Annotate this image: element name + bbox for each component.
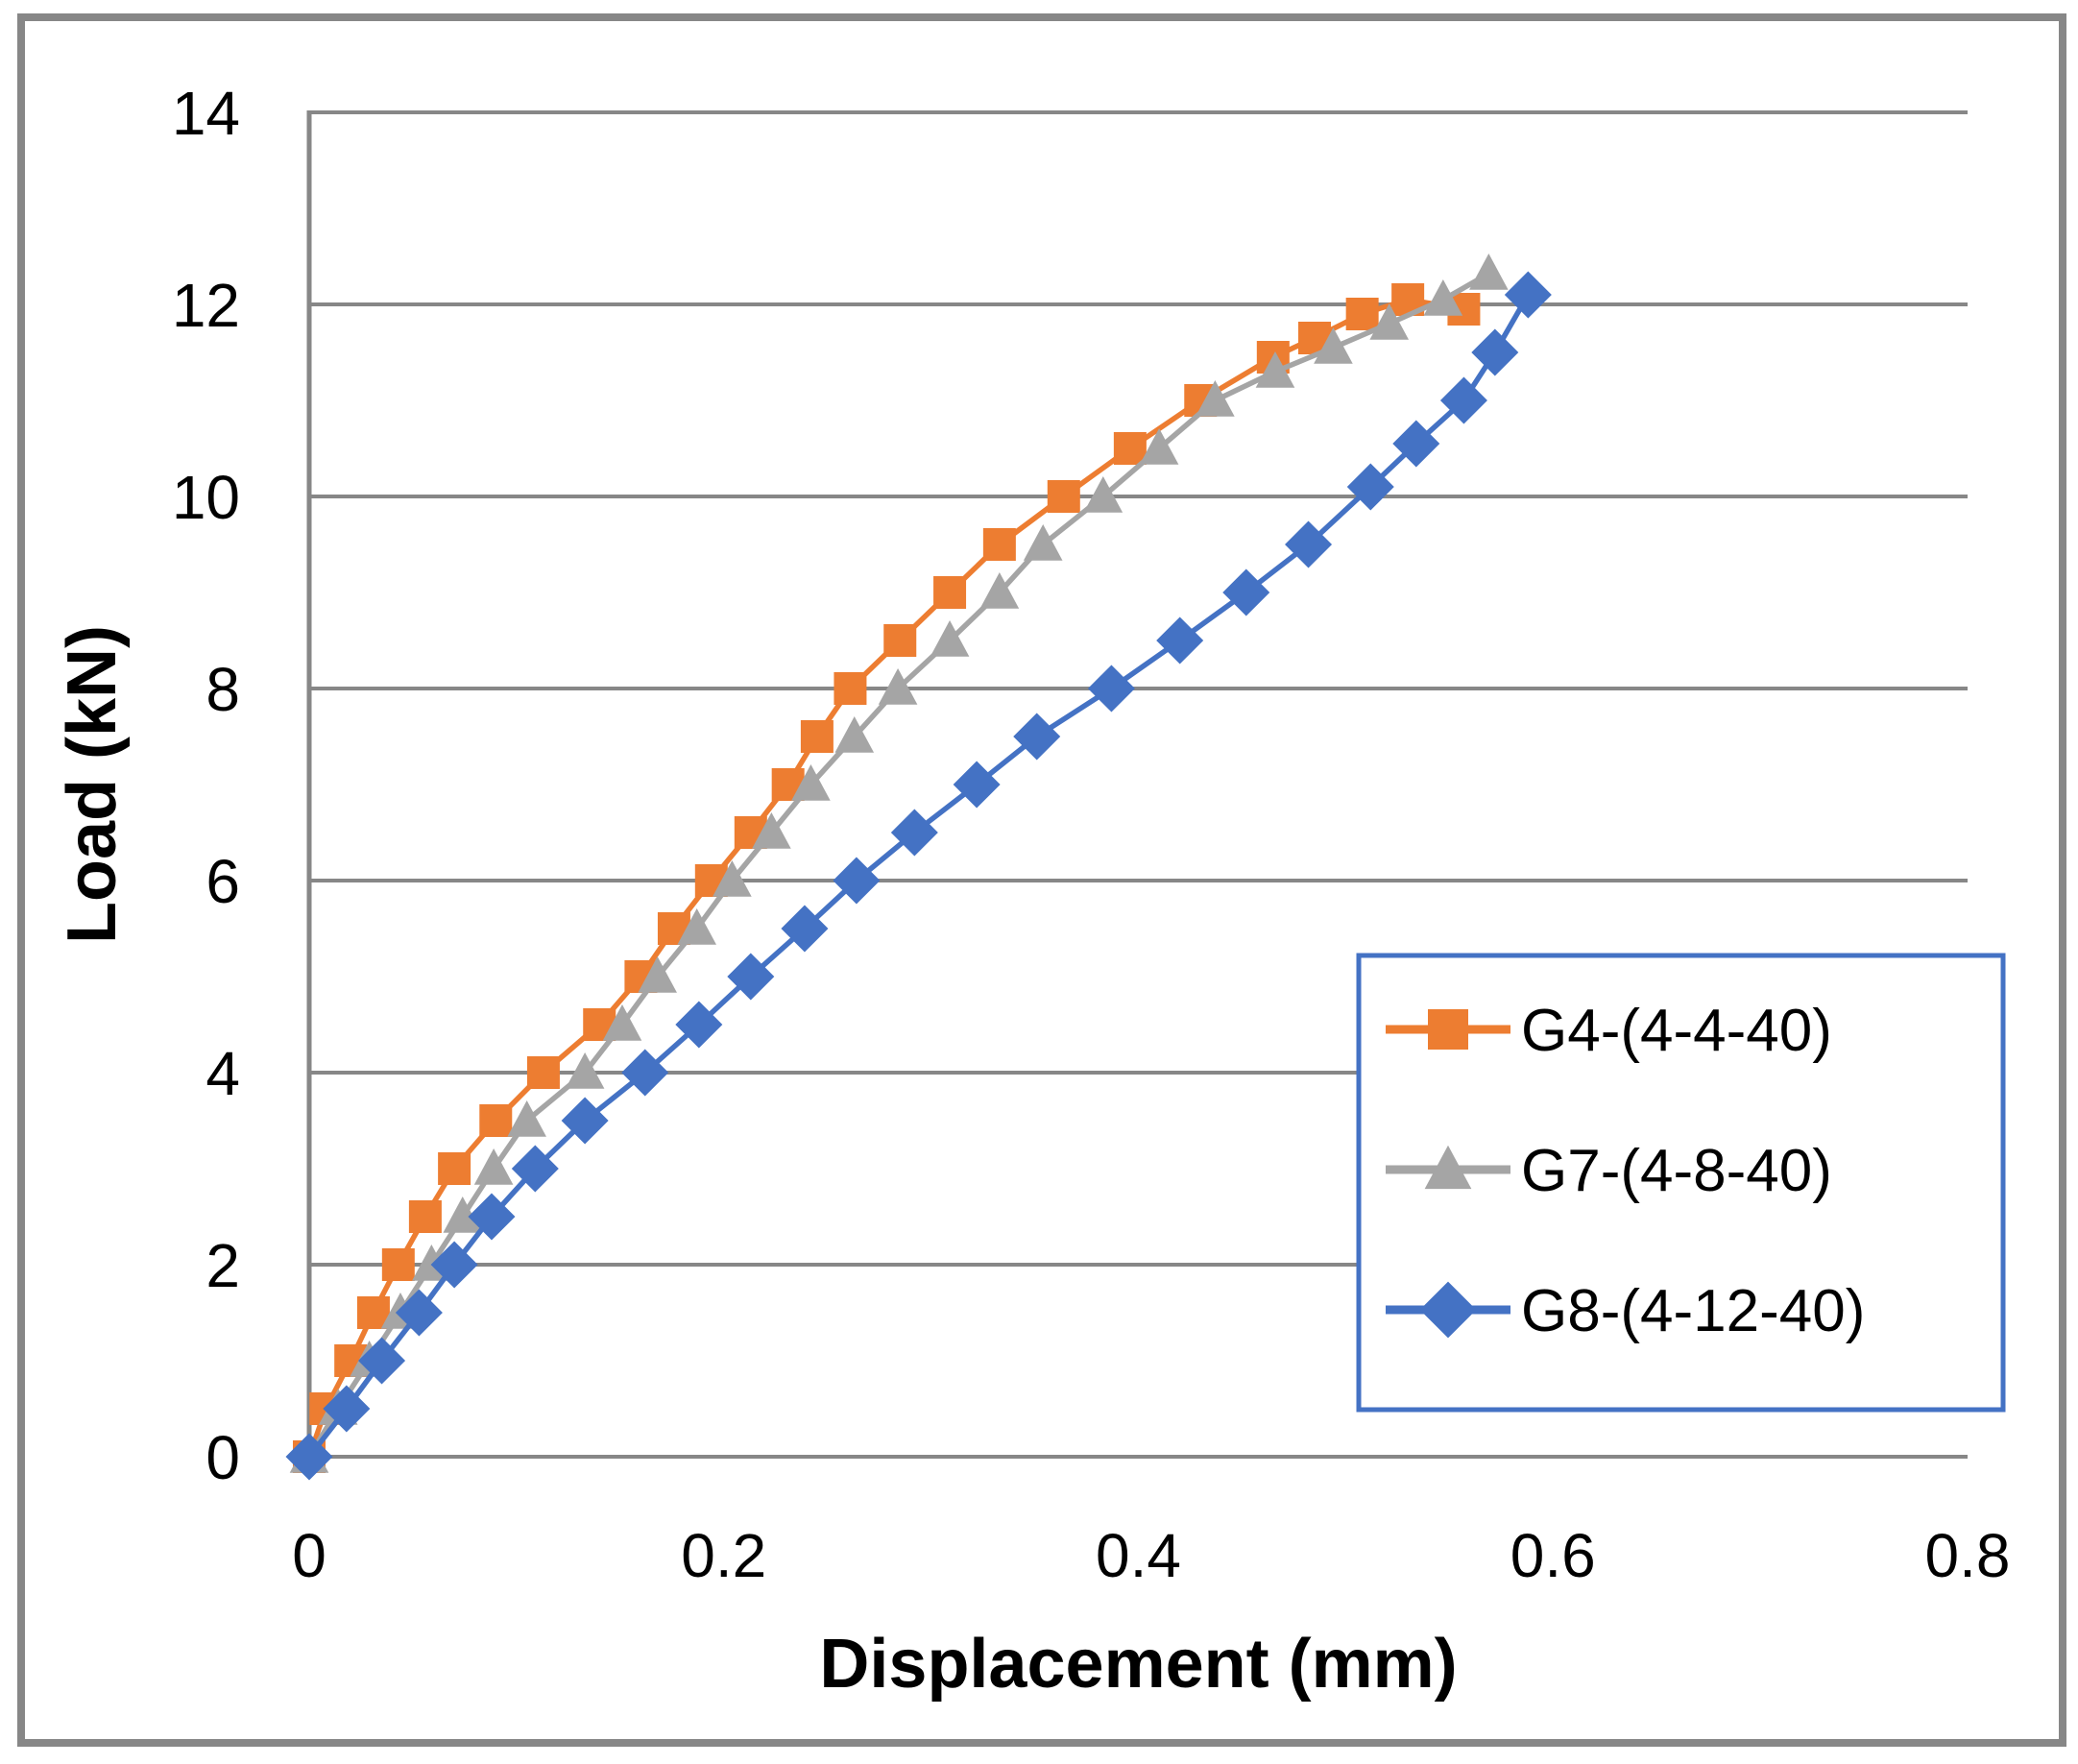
series-marker-G8-(4-12-40) (833, 857, 881, 905)
series-marker-G4-(4-4-40) (800, 720, 834, 753)
x-tick-label-0: 0 (292, 1521, 326, 1590)
series-marker-G8-(4-12-40) (1013, 713, 1061, 761)
figure-border (17, 13, 2066, 1747)
series-marker-G7-(4-8-40) (1023, 524, 1063, 561)
series-marker-G7-(4-8-40) (878, 668, 918, 705)
x-tick-label-0.8: 0.8 (1925, 1521, 2011, 1590)
legend-marker-G7-(4-8-40) (1424, 1145, 1472, 1190)
series-marker-G8-(4-12-40) (1439, 376, 1487, 424)
series-marker-G8-(4-12-40) (1392, 420, 1440, 468)
y-tick-label-14: 14 (172, 79, 240, 148)
series-marker-G8-(4-12-40) (323, 1385, 371, 1433)
legend-label-G4-(4-4-40): G4-(4-4-40) (1521, 998, 1832, 1064)
legend-label-G8-(4-12-40): G8-(4-12-40) (1521, 1278, 1865, 1344)
y-tick-label-2: 2 (205, 1231, 240, 1300)
series-marker-G7-(4-8-40) (834, 716, 875, 753)
series-marker-G7-(4-8-40) (1139, 428, 1179, 465)
series-marker-G8-(4-12-40) (358, 1337, 406, 1385)
series-marker-G8-(4-12-40) (1346, 463, 1394, 511)
y-tick-label-0: 0 (205, 1423, 240, 1492)
series-marker-G8-(4-12-40) (621, 1049, 669, 1097)
series-line-G8-(4-12-40) (306, 292, 1532, 1460)
y-tick-label-12: 12 (172, 271, 240, 340)
series-marker-G8-(4-12-40) (1087, 665, 1135, 713)
series-marker-G8-(4-12-40) (285, 1433, 333, 1481)
series-line-G7-(4-8-40) (306, 271, 1492, 1460)
series-marker-G7-(4-8-40) (1314, 327, 1353, 364)
y-tick-label-6: 6 (205, 847, 240, 916)
series-marker-G4-(4-4-40) (933, 576, 967, 609)
series-marker-G8-(4-12-40) (561, 1097, 609, 1145)
series-marker-G7-(4-8-40) (443, 1196, 483, 1233)
series-marker-G8-(4-12-40) (675, 1001, 723, 1049)
series-marker-G8-(4-12-40) (1156, 616, 1204, 665)
series-marker-G4-(4-4-40) (883, 624, 917, 657)
series-marker-G7-(4-8-40) (1469, 254, 1509, 290)
series-marker-G8-(4-12-40) (727, 953, 775, 1001)
series-marker-G4-(4-4-40) (479, 1104, 513, 1137)
y-axis-title: Load (kN) (54, 625, 131, 944)
series-marker-G4-(4-4-40) (1113, 432, 1147, 465)
x-tick-label-0.6: 0.6 (1510, 1521, 1596, 1590)
series-marker-G7-(4-8-40) (1255, 351, 1295, 388)
y-tick-label-10: 10 (172, 463, 240, 532)
series-marker-G7-(4-8-40) (930, 620, 970, 657)
series-marker-G7-(4-8-40) (791, 764, 831, 801)
series-marker-G7-(4-8-40) (602, 1004, 642, 1041)
series-marker-G4-(4-4-40) (408, 1200, 442, 1233)
series-marker-G7-(4-8-40) (1369, 303, 1410, 340)
series-marker-G4-(4-4-40) (1047, 480, 1080, 513)
series-line-G4-(4-4-40) (306, 297, 1467, 1460)
series-marker-G8-(4-12-40) (890, 809, 938, 857)
legend-marker-G4-(4-4-40) (1428, 1009, 1468, 1050)
series-marker-G8-(4-12-40) (430, 1241, 478, 1289)
series-marker-G7-(4-8-40) (1083, 476, 1124, 513)
series-marker-G7-(4-8-40) (507, 1100, 546, 1137)
series-marker-G8-(4-12-40) (1504, 271, 1552, 319)
y-tick-label-8: 8 (205, 655, 240, 724)
x-axis-title: Displacement (mm) (819, 1626, 1458, 1703)
series-marker-G4-(4-4-40) (834, 672, 867, 705)
series-marker-G8-(4-12-40) (1222, 568, 1270, 616)
series-marker-G7-(4-8-40) (473, 1148, 514, 1185)
series-marker-G8-(4-12-40) (781, 905, 829, 953)
series-marker-G7-(4-8-40) (565, 1052, 605, 1089)
series-marker-G7-(4-8-40) (713, 860, 752, 897)
series-marker-G4-(4-4-40) (526, 1056, 560, 1089)
series-marker-G4-(4-4-40) (381, 1248, 415, 1281)
series-marker-G7-(4-8-40) (677, 908, 716, 945)
series-marker-G8-(4-12-40) (953, 761, 1001, 809)
series-marker-G8-(4-12-40) (395, 1289, 443, 1337)
x-tick-label-0.4: 0.4 (1096, 1521, 1181, 1590)
series-marker-G4-(4-4-40) (982, 528, 1016, 561)
series-marker-G8-(4-12-40) (1285, 520, 1333, 568)
series-marker-G7-(4-8-40) (638, 956, 677, 993)
series-marker-G4-(4-4-40) (1345, 298, 1379, 330)
series-marker-G7-(4-8-40) (1423, 279, 1463, 316)
series-marker-G7-(4-8-40) (1196, 380, 1235, 417)
series-marker-G4-(4-4-40) (438, 1152, 471, 1185)
series-marker-G7-(4-8-40) (752, 812, 791, 849)
series-marker-G8-(4-12-40) (511, 1145, 559, 1193)
series-marker-G8-(4-12-40) (468, 1193, 516, 1241)
legend-label-G7-(4-8-40): G7-(4-8-40) (1521, 1138, 1832, 1204)
legend-marker-G8-(4-12-40) (1419, 1281, 1477, 1339)
series-marker-G8-(4-12-40) (1471, 328, 1519, 376)
series-marker-G7-(4-8-40) (979, 572, 1020, 609)
x-tick-label-0.2: 0.2 (681, 1521, 766, 1590)
y-tick-label-4: 4 (205, 1039, 240, 1108)
